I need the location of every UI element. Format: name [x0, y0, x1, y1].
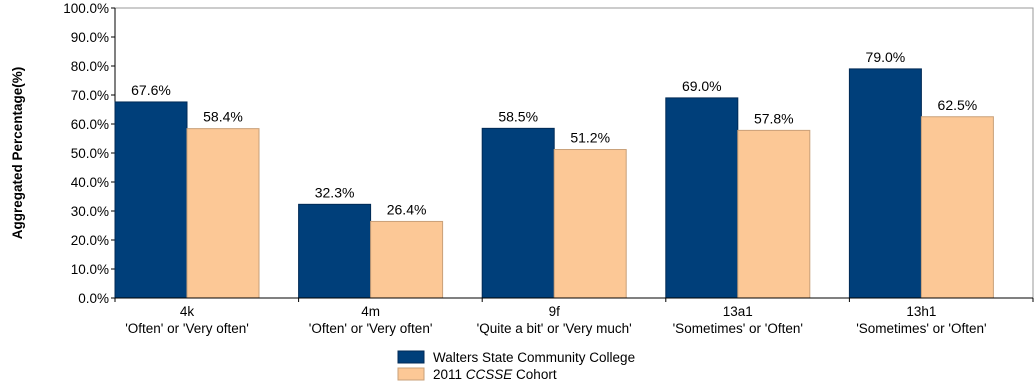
y-tick-label: 40.0% [71, 175, 109, 190]
bar [737, 129, 811, 299]
x-category-label: 'Sometimes' or 'Often' [856, 321, 986, 336]
data-label: 57.8% [754, 110, 794, 126]
data-label: 58.5% [498, 108, 538, 124]
legend: Walters State Community College 2011 CCSS… [397, 350, 635, 382]
legend-swatch [397, 367, 425, 381]
bar [481, 127, 555, 299]
x-category-code: 13h1 [906, 304, 936, 319]
bar [848, 68, 922, 299]
bar [186, 128, 260, 299]
x-category-label: 'Quite a bit' or 'Very much' [477, 321, 632, 336]
bar [553, 149, 627, 299]
data-label: 58.4% [203, 109, 243, 125]
data-label: 26.4% [387, 201, 427, 217]
data-label: 62.5% [938, 97, 978, 113]
data-label: 69.0% [682, 78, 722, 94]
x-category-code: 4m [361, 304, 380, 319]
y-tick-label: 80.0% [71, 59, 109, 74]
y-axis-title: Aggregated Percentage(%) [10, 67, 25, 240]
x-category-code: 4k [180, 304, 195, 319]
y-tick-label: 0.0% [78, 291, 109, 306]
bar [370, 220, 444, 299]
data-label: 67.6% [131, 82, 171, 98]
y-tick-label: 90.0% [71, 30, 109, 45]
y-tick-label: 70.0% [71, 88, 109, 103]
legend-label: Walters State Community College [433, 350, 635, 365]
bar [665, 97, 739, 299]
x-category-label: 'Sometimes' or 'Often' [673, 321, 803, 336]
y-tick-label: 60.0% [71, 117, 109, 132]
x-category-label: 'Often' or 'Very often' [125, 321, 249, 336]
y-tick-label: 10.0% [71, 262, 109, 277]
y-tick-label: 50.0% [71, 146, 109, 161]
y-tick-label: 100.0% [63, 1, 109, 16]
y-tick-label: 20.0% [71, 233, 109, 248]
legend-swatch [397, 350, 425, 364]
bar [920, 116, 994, 299]
x-category-label: 'Often' or 'Very often' [309, 321, 433, 336]
data-label: 51.2% [570, 130, 610, 146]
data-label: 32.3% [315, 184, 355, 200]
x-category-code: 13a1 [723, 304, 753, 319]
legend-label: 2011 CCSSE Cohort [433, 367, 557, 382]
bar [298, 203, 372, 299]
x-category-code: 9f [549, 304, 561, 319]
y-tick-label: 30.0% [71, 204, 109, 219]
data-label: 79.0% [866, 49, 906, 65]
bar [114, 101, 188, 299]
